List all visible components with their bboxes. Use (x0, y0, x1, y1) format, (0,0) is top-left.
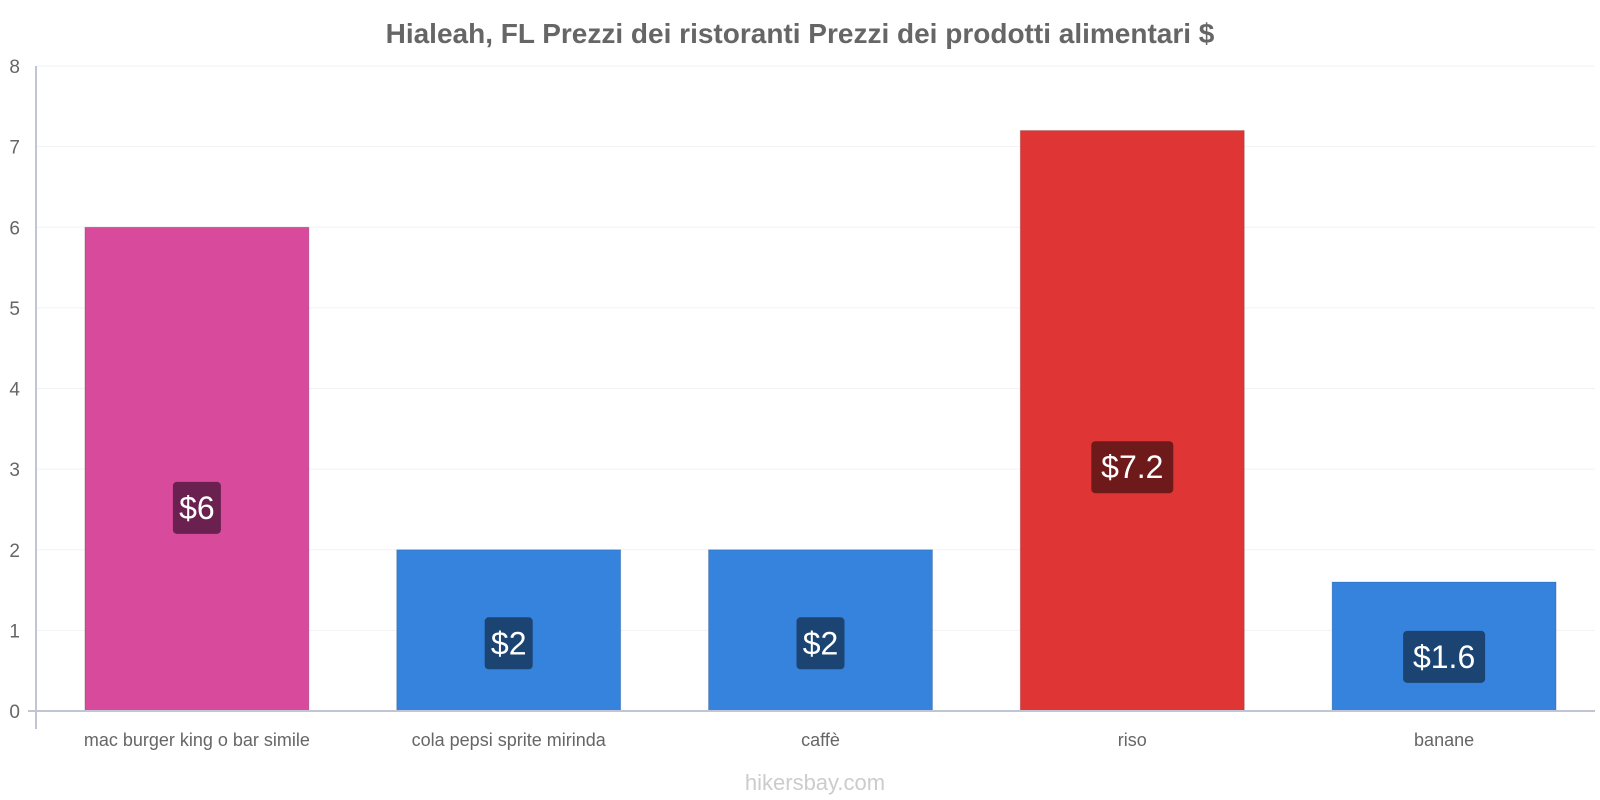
bar (1019, 130, 1245, 712)
bar (84, 226, 310, 712)
value-label-bg (1091, 441, 1174, 494)
x-tick-label: riso (1118, 730, 1147, 750)
x-tick-label: banane (1414, 730, 1474, 750)
labels: $6 mac burger king o bar simile $2 cola pep… (84, 441, 1486, 750)
y-tick-label: 2 (9, 541, 20, 562)
value-label-bg (796, 617, 845, 670)
watermark: hikersbay.com (745, 770, 885, 795)
y-tick-label: 7 (9, 138, 20, 159)
y-tick-label: 0 (9, 702, 20, 723)
chart-title: Hialeah, FL Prezzi dei ristoranti Prezzi… (386, 18, 1215, 49)
axes: 0 1 2 3 4 5 6 7 8 (9, 57, 1595, 729)
y-tick-label: 5 (9, 299, 20, 320)
y-tick-label: 3 (9, 460, 20, 481)
value-label-bg (1403, 630, 1486, 683)
y-tick-label: 6 (9, 218, 20, 239)
value-label: $2 (491, 625, 527, 661)
value-label-bg (172, 481, 221, 534)
value-label: $6 (179, 490, 215, 526)
y-tick-label: 8 (9, 57, 20, 78)
value-label: $1.6 (1413, 639, 1475, 675)
y-tick-label: 1 (9, 621, 20, 642)
value-label-bg (484, 617, 533, 670)
x-tick-label: cola pepsi sprite mirinda (412, 730, 607, 750)
x-tick-label: caffè (801, 730, 840, 750)
y-tick-label: 4 (9, 380, 20, 401)
value-label: $7.2 (1101, 449, 1163, 485)
value-label: $2 (803, 625, 839, 661)
x-tick-label: mac burger king o bar simile (84, 730, 310, 750)
